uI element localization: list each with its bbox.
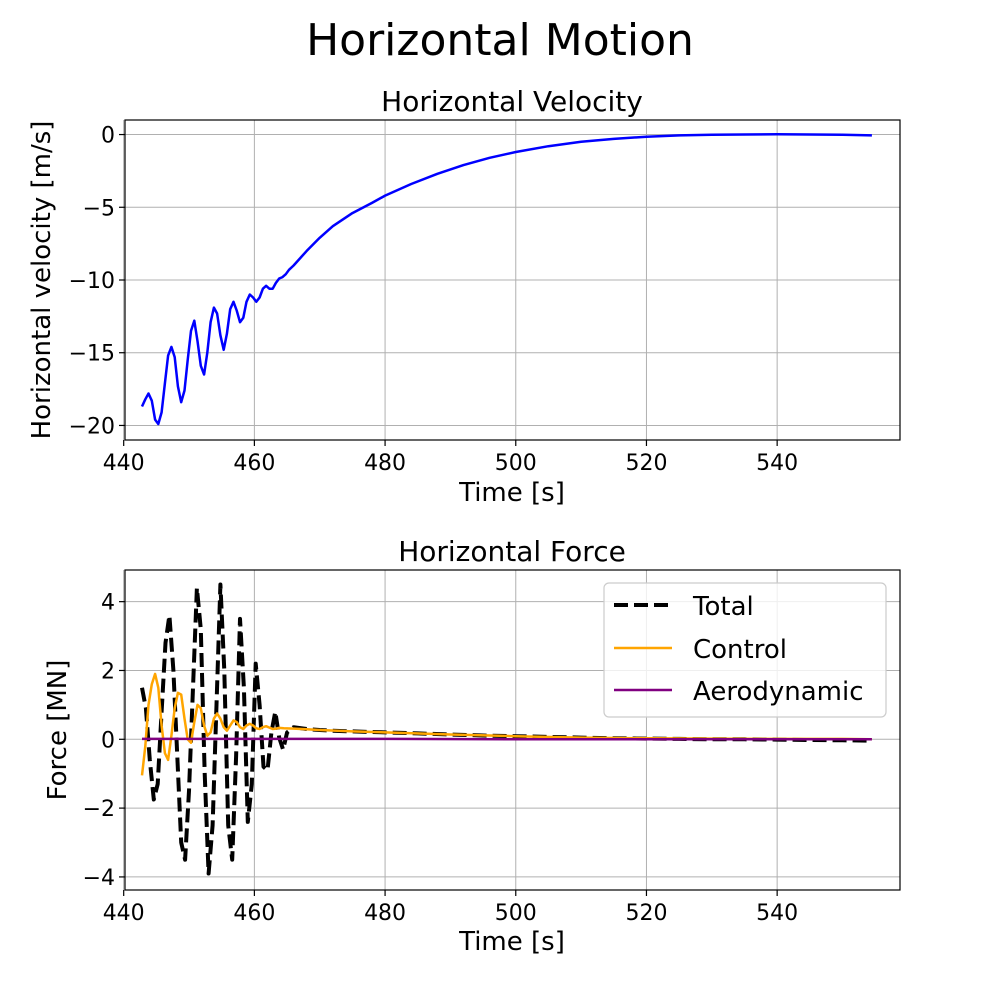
velocity-lines [140,133,872,426]
x-tick-label: 480 [364,901,406,926]
y-tick-label: −5 [83,196,115,221]
legend-label-aerodynamic: Aerodynamic [693,677,864,707]
legend-label-total: Total [692,592,754,622]
x-tick-label: 480 [364,451,406,476]
force-legend: Total Control Aerodynamic [603,582,887,718]
y-tick-label: −10 [69,269,115,294]
velocity-x-axis-label: Time [s] [458,478,565,508]
figure-suptitle: Horizontal Motion [306,15,694,66]
force-lines [140,582,872,876]
force-chart: Horizontal Force 440 460 480 500 520 540 4 2 0 −2… [43,535,901,957]
y-tick-label: 0 [101,124,115,149]
force-chart-title: Horizontal Force [398,535,626,568]
y-tick-label: −4 [83,866,115,891]
x-tick-label: 520 [625,451,667,476]
x-tick-label: 440 [103,451,145,476]
y-tick-label: −2 [83,797,115,822]
x-tick-label: 540 [756,451,798,476]
velocity-y-axis-label: Horizontal velocity [m/s] [27,121,57,440]
y-tick-label: 0 [101,728,115,753]
y-tick-label: 4 [101,591,115,616]
velocity-series-line [140,133,872,426]
legend-box [603,582,887,718]
velocity-chart-title: Horizontal Velocity [381,85,643,118]
x-tick-label: 460 [233,451,275,476]
x-tick-label: 520 [625,901,667,926]
force-axes-frame [124,569,901,891]
force-x-axis-label: Time [s] [458,927,565,957]
y-tick-label: −15 [69,342,115,367]
y-tick-label: 2 [101,659,115,684]
legend-label-control: Control [693,635,787,665]
x-tick-label: 500 [495,451,537,476]
x-tick-label: 540 [756,901,798,926]
velocity-chart: Horizontal Velocity 440 460 480 500 520 540 0 −… [27,85,901,508]
x-tick-label: 460 [233,901,275,926]
control-series-line [140,672,872,776]
force-ticks: 440 460 480 500 520 540 4 2 0 −2 −4 [83,591,799,926]
x-tick-label: 440 [103,901,145,926]
x-tick-label: 500 [495,901,537,926]
velocity-ticks: 440 460 480 500 520 540 0 −5 −10 −15 −20 [69,124,799,476]
y-tick-label: −20 [69,414,115,439]
force-y-axis-label: Force [MN] [43,660,73,801]
